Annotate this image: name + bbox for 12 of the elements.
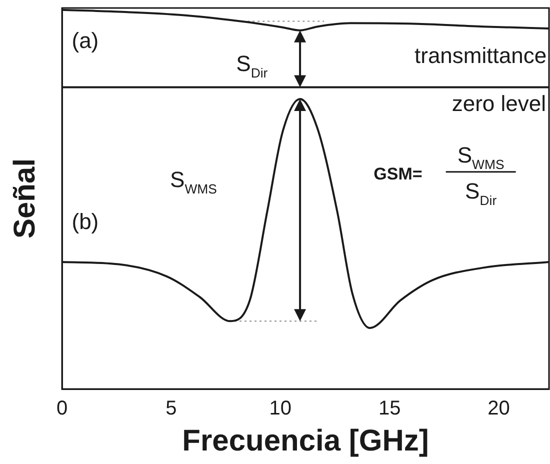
annotation: (b) (72, 208, 99, 234)
annotation: (a) (72, 28, 99, 54)
x-tick-label: 0 (56, 398, 68, 420)
x-tick-label: 5 (166, 398, 177, 420)
x-tick-label: 15 (378, 398, 401, 420)
ref-line-label: zero level (452, 91, 546, 116)
x-tick-label: 10 (269, 398, 292, 420)
annotation: GSM= (374, 164, 422, 184)
x-tick-label: 20 (488, 398, 510, 420)
annotation: transmittance (414, 43, 547, 68)
y-axis-title: Señal (8, 158, 42, 239)
x-axis-title: Frecuencia [GHz] (182, 424, 429, 458)
